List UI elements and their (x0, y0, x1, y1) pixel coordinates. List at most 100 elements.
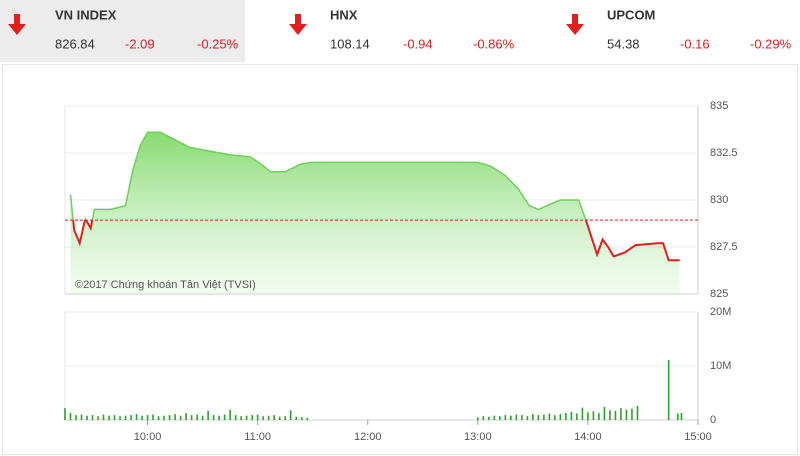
index-change: -2.09 (125, 36, 155, 51)
volume-bar (306, 417, 308, 420)
index-name: UPCOM (607, 7, 655, 22)
volume-bar (532, 414, 534, 420)
volume-bar (609, 410, 611, 420)
volume-bar (102, 414, 105, 420)
volume-bar (174, 414, 176, 420)
down-arrow (289, 14, 307, 35)
y-tick-label: 830 (710, 194, 728, 206)
price-area (70, 132, 680, 294)
y-tick-label: 10M (710, 360, 731, 372)
volume-bar (91, 415, 94, 420)
y-tick-label: 827.5 (710, 241, 738, 253)
volume-bar (515, 414, 518, 420)
volume-bar (592, 411, 595, 420)
index-percent: -0.86% (473, 36, 515, 51)
x-tick-label: 15:00 (684, 431, 712, 443)
volume-bar (64, 408, 66, 420)
volume-bar (631, 408, 633, 420)
volume-bar (581, 407, 584, 420)
volume-bar (504, 415, 507, 420)
index-change: -0.16 (680, 36, 710, 51)
volume-bar (168, 415, 171, 420)
volume-bar (207, 410, 209, 420)
volume-bar (185, 412, 187, 420)
index-upcom[interactable]: UPCOM 54.38 -0.16 -0.29% (566, 7, 792, 51)
volume-bar (521, 415, 523, 420)
volume-bar (598, 412, 600, 420)
volume-bar (499, 416, 501, 420)
index-value: 108.14 (330, 36, 370, 51)
volume-bar (223, 414, 226, 420)
volume-bar (300, 417, 303, 420)
volume-bar (152, 414, 154, 420)
volume-bar (565, 412, 567, 420)
price-line-below (72, 220, 680, 262)
volume-bar (97, 416, 99, 420)
index-name: HNX (330, 7, 358, 22)
volume-bar (201, 415, 204, 420)
volume-bar (218, 415, 220, 420)
index-value: 54.38 (607, 36, 640, 51)
index-name: VN INDEX (55, 7, 117, 22)
volume-bar (587, 412, 589, 420)
volume-bar (251, 415, 253, 420)
y-tick-label: 835 (710, 100, 728, 112)
volume-bar (295, 416, 297, 420)
volume-bar (273, 415, 275, 420)
volume-bar (289, 410, 292, 420)
volume-bar (543, 414, 545, 420)
volume-bar (80, 414, 83, 420)
volume-bar (196, 414, 198, 420)
volume-bar (488, 416, 490, 420)
volume-bar (625, 409, 628, 420)
y-tick-label: 825 (710, 288, 728, 300)
watermark: ©2017 Chứng khoán Tân Việt (TVSI) (75, 279, 256, 291)
x-tick-label: 10:00 (134, 431, 162, 443)
volume-bar (267, 415, 270, 420)
volume-bar (75, 415, 77, 420)
volume-bar (119, 416, 121, 420)
price-line (69, 131, 587, 221)
volume-bar (620, 408, 622, 420)
index-vn[interactable]: VN INDEX 826.84 -2.09 -0.25% (8, 7, 239, 51)
header-highlight (0, 0, 245, 62)
volume-bar (130, 415, 132, 420)
volume-bar (135, 414, 138, 420)
volume-bar (69, 412, 72, 420)
volume-bar (262, 416, 264, 420)
x-tick-label: 12:00 (354, 431, 382, 443)
volume-bar (677, 413, 679, 420)
index-hnx[interactable]: HNX 108.14 -0.94 -0.86% (289, 7, 515, 51)
volume-bar (278, 416, 281, 420)
volume-bar (141, 415, 143, 420)
volume-bar (537, 415, 540, 420)
chart-frame (2, 64, 798, 455)
index-change: -0.94 (403, 36, 433, 51)
volume-bar (146, 415, 149, 420)
volume-bar (157, 416, 160, 420)
index-value: 826.84 (55, 36, 95, 51)
down-arrow (566, 14, 584, 35)
x-tick-label: 13:00 (464, 431, 492, 443)
volume-bar (229, 409, 231, 420)
volume-bar (240, 416, 242, 420)
volume-bar (614, 410, 617, 420)
volume-bar (554, 415, 556, 420)
volume-bar (526, 416, 529, 420)
volume-bar (212, 415, 215, 420)
volume-bar (576, 413, 578, 420)
x-tick-label: 11:00 (244, 431, 271, 443)
volume-bar (570, 411, 573, 420)
volume-bar (510, 415, 512, 420)
volume-bar (179, 415, 182, 420)
volume-bar (636, 405, 639, 420)
down-arrow (8, 14, 26, 35)
volume-bar (245, 415, 248, 420)
volume-bar (108, 415, 110, 420)
volume-bar (234, 415, 237, 420)
volume-bar (284, 416, 286, 420)
volume-bar (124, 415, 127, 420)
index-percent: -0.25% (197, 36, 239, 51)
volume-bar (493, 415, 496, 420)
